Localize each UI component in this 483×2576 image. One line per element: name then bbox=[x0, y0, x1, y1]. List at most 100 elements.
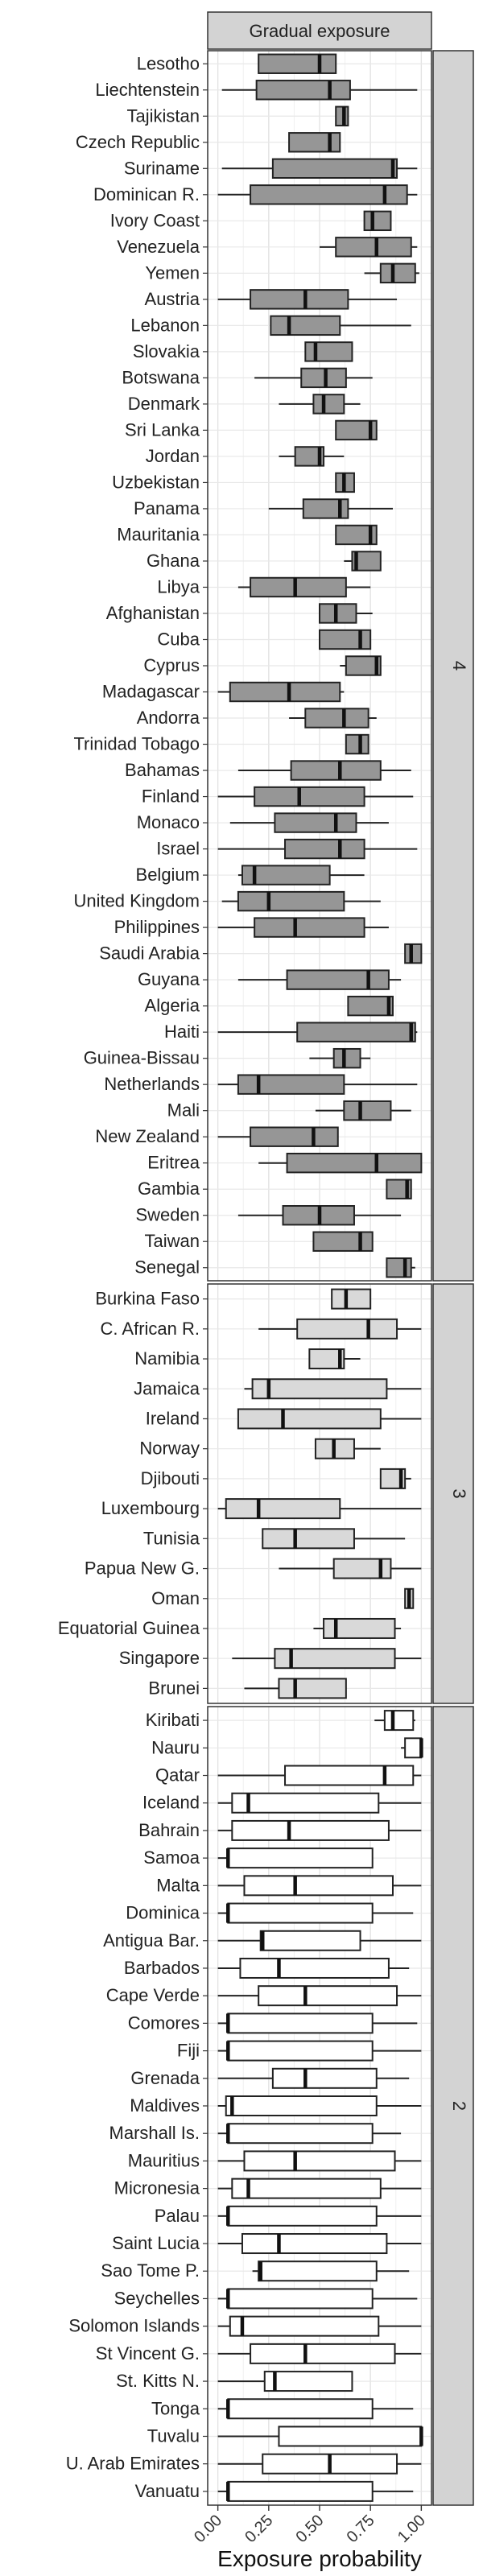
country-label: Marshall Is. bbox=[109, 2123, 200, 2143]
box-tuvalu: Tuvalu bbox=[147, 2425, 423, 2447]
iqr-box bbox=[227, 2013, 374, 2034]
country-label: Guyana bbox=[138, 969, 200, 989]
x-tick-label: 1.00 bbox=[394, 2512, 429, 2546]
box-norway: Norway bbox=[139, 1438, 381, 1459]
box-guinea-bissau: Guinea-Bissau bbox=[84, 1047, 371, 1069]
iqr-box bbox=[225, 2095, 378, 2116]
country-label: Jamaica bbox=[134, 1378, 200, 1398]
iqr-box bbox=[335, 237, 412, 258]
country-label: U. Arab Emirates bbox=[66, 2454, 200, 2474]
panel-strip-label: 3 bbox=[449, 1488, 469, 1498]
iqr-box bbox=[254, 786, 365, 807]
country-label: Cyprus bbox=[143, 655, 200, 675]
iqr-box bbox=[286, 969, 390, 990]
iqr-box bbox=[294, 446, 325, 467]
country-label: Micronesia bbox=[114, 2178, 200, 2198]
country-label: Nauru bbox=[151, 1737, 200, 1757]
box-singapore: Singapore bbox=[119, 1648, 422, 1670]
iqr-box bbox=[284, 1765, 415, 1786]
iqr-box bbox=[300, 367, 347, 389]
iqr-box bbox=[227, 2205, 378, 2227]
box-trinidad-tobago: Trinidad Tobago bbox=[73, 734, 369, 755]
iqr-box bbox=[225, 1498, 341, 1520]
box-saint-lucia: Saint Lucia bbox=[112, 2233, 422, 2255]
country-label: St. Kitts N. bbox=[116, 2371, 200, 2391]
box-burkina-faso: Burkina Faso bbox=[95, 1288, 372, 1310]
box-seychelles: Seychelles bbox=[114, 2288, 418, 2310]
panel-2: Kiribati Nauru Qatar Iceland Bahrain Samoa Mal… bbox=[66, 1706, 474, 2506]
iqr-box bbox=[319, 629, 372, 650]
box-lesotho: Lesotho bbox=[137, 53, 337, 74]
country-label: Libya bbox=[157, 576, 200, 597]
box-antigua-bar-: Antigua Bar. bbox=[103, 1930, 422, 1951]
iqr-box bbox=[363, 210, 392, 232]
iqr-box bbox=[250, 2343, 396, 2364]
country-label: Liechtenstein bbox=[95, 80, 200, 100]
box-solomon-islands: Solomon Islands bbox=[68, 2315, 422, 2337]
country-label: Israel bbox=[156, 839, 200, 859]
box-ivory-coast: Ivory Coast bbox=[110, 210, 392, 232]
iqr-box bbox=[284, 838, 365, 860]
country-label: Barbados bbox=[124, 1958, 200, 1978]
box-yemen: Yemen bbox=[145, 262, 419, 284]
iqr-box bbox=[259, 1930, 361, 1951]
box-equatorial-guinea: Equatorial Guinea bbox=[58, 1617, 402, 1639]
iqr-box bbox=[331, 1288, 372, 1310]
iqr-box bbox=[286, 1152, 423, 1174]
iqr-box bbox=[239, 1957, 390, 1979]
country-label: Lesotho bbox=[137, 53, 200, 73]
country-label: Tunisia bbox=[143, 1528, 200, 1548]
iqr-box bbox=[241, 2233, 388, 2255]
iqr-box bbox=[383, 1710, 415, 1732]
country-label: Lebanon bbox=[130, 315, 200, 335]
iqr-box bbox=[243, 1875, 394, 1897]
box-guyana: Guyana bbox=[138, 969, 402, 990]
iqr-box bbox=[231, 2178, 382, 2199]
country-label: Uzbekistan bbox=[112, 472, 200, 492]
country-label: Solomon Islands bbox=[68, 2316, 200, 2336]
country-label: Antigua Bar. bbox=[103, 1930, 200, 1951]
country-label: Oman bbox=[151, 1588, 200, 1608]
country-label: Djibouti bbox=[141, 1468, 200, 1488]
box-sri-lanka: Sri Lanka bbox=[125, 419, 378, 441]
box-namibia: Namibia bbox=[134, 1348, 361, 1370]
box-gambia: Gambia bbox=[138, 1179, 412, 1199]
box-lebanon: Lebanon bbox=[130, 315, 411, 336]
iqr-box bbox=[335, 105, 349, 126]
country-label: Jordan bbox=[146, 446, 200, 466]
panel-3: Burkina Faso C. African R. Namibia Jamaica I… bbox=[58, 1283, 474, 1704]
country-label: Slovakia bbox=[133, 341, 200, 361]
country-label: Malta bbox=[156, 1875, 200, 1895]
country-label: St Vincent G. bbox=[96, 2343, 200, 2363]
country-label: Palau bbox=[155, 2206, 200, 2226]
iqr-box bbox=[250, 1126, 339, 1147]
iqr-box bbox=[290, 760, 382, 781]
country-label: Grenada bbox=[130, 2068, 200, 2088]
box-tunisia: Tunisia bbox=[143, 1528, 406, 1550]
box-libya: Libya bbox=[157, 576, 371, 598]
box-mauritius: Mauritius bbox=[128, 2150, 422, 2172]
box-finland: Finland bbox=[142, 786, 414, 807]
country-label: Comores bbox=[128, 2013, 200, 2033]
country-label: Burkina Faso bbox=[95, 1289, 200, 1309]
country-label: Botswana bbox=[122, 367, 200, 387]
box-eritrea: Eritrea bbox=[147, 1152, 423, 1174]
country-label: Sri Lanka bbox=[125, 419, 200, 440]
iqr-box bbox=[250, 576, 347, 598]
country-label: Austria bbox=[145, 289, 200, 309]
box-dominica: Dominica bbox=[126, 1902, 414, 1924]
country-label: Bahamas bbox=[125, 760, 200, 780]
box-jordan: Jordan bbox=[146, 446, 345, 467]
iqr-box bbox=[271, 2067, 378, 2089]
iqr-box bbox=[255, 80, 351, 101]
box-st-kitts-n-: St. Kitts N. bbox=[116, 2371, 353, 2392]
x-axis-title: Exposure probability bbox=[217, 2546, 422, 2571]
country-label: Sweden bbox=[135, 1205, 200, 1225]
country-label: Samoa bbox=[143, 1847, 200, 1868]
country-label: Monaco bbox=[137, 812, 200, 832]
iqr-box bbox=[332, 1047, 361, 1069]
column-strip-label: Gradual exposure bbox=[250, 21, 390, 41]
iqr-box bbox=[231, 1792, 380, 1814]
box-uzbekistan: Uzbekistan bbox=[112, 472, 355, 493]
country-label: Luxembourg bbox=[101, 1498, 200, 1518]
